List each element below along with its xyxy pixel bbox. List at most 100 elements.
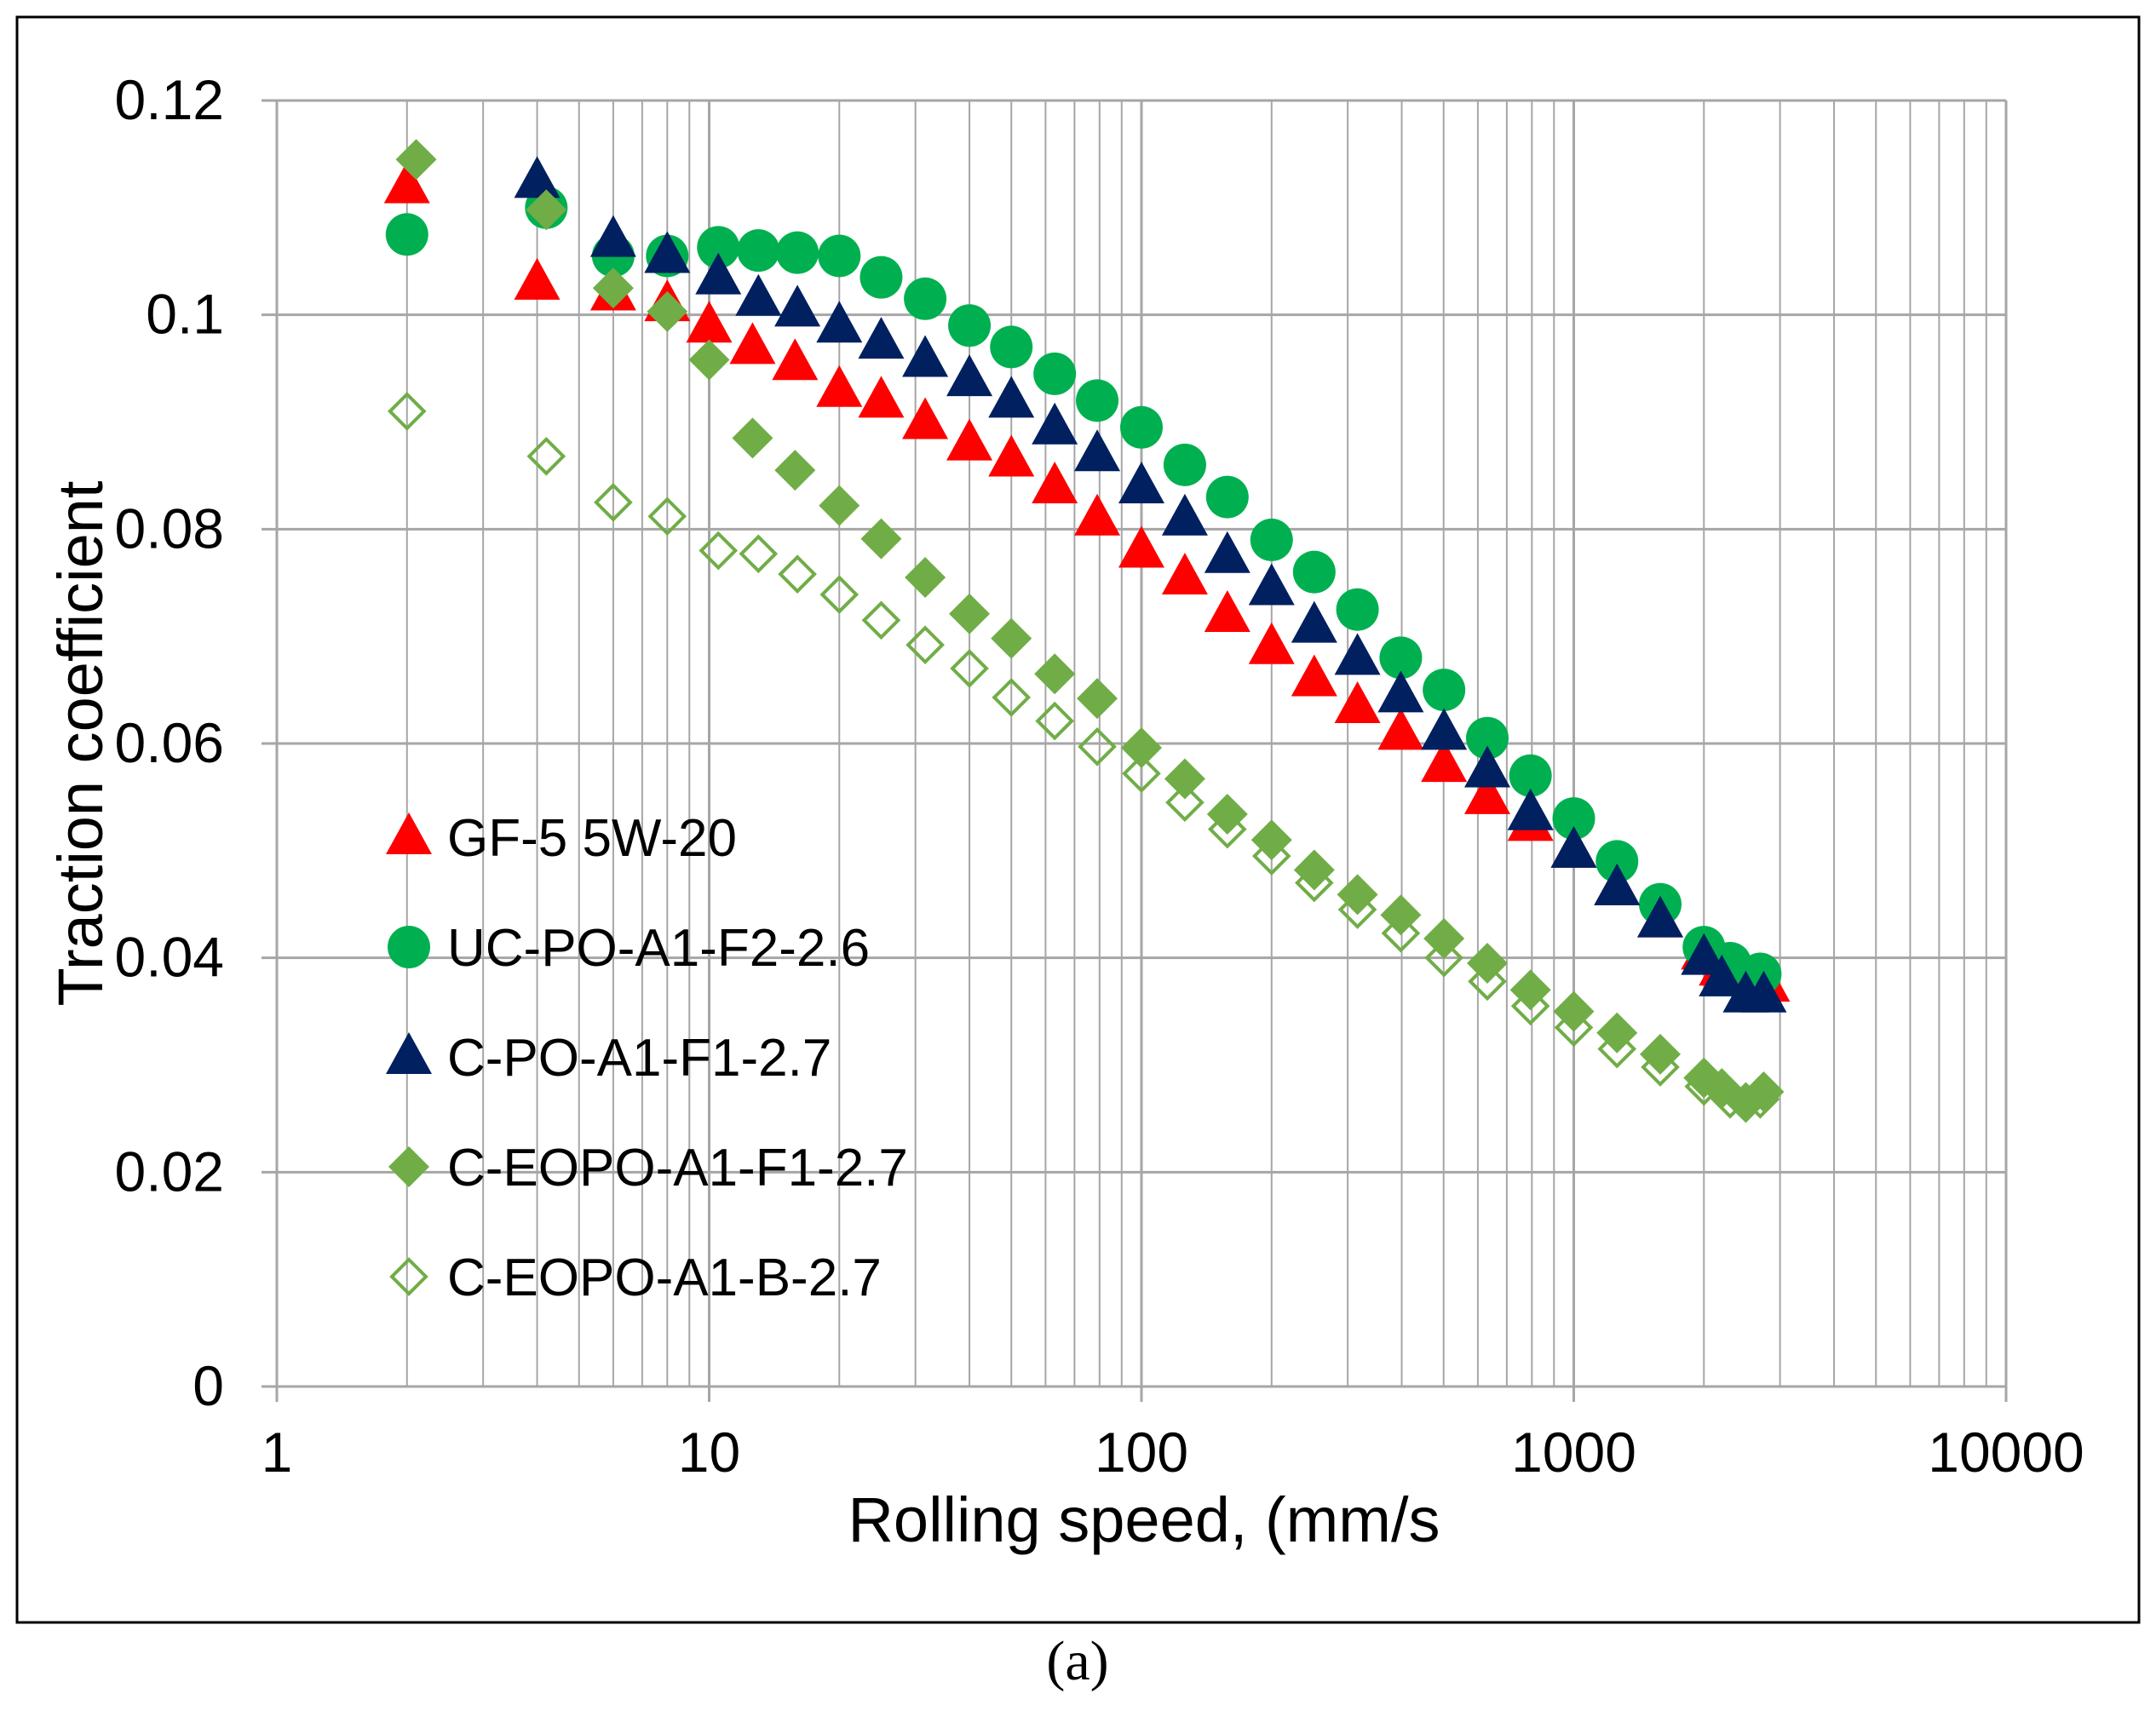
data-point [514, 257, 561, 300]
data-point [1248, 622, 1295, 664]
data-point [1121, 727, 1162, 769]
data-point [858, 317, 905, 359]
y-tick-label: 0.04 [115, 926, 224, 989]
legend-label: GF-5 5W-20 [447, 809, 737, 868]
data-point [860, 256, 903, 299]
data-point [778, 554, 817, 594]
data-point [1334, 680, 1381, 723]
data-point [1292, 550, 1336, 594]
x-tick-label: 10 [678, 1421, 740, 1484]
data-point [1380, 894, 1422, 936]
data-point [647, 290, 688, 332]
data-point [1078, 726, 1117, 767]
data-point [1509, 969, 1551, 1011]
data-point [905, 556, 946, 598]
data-point [1034, 653, 1076, 695]
data-point [992, 678, 1032, 717]
data-point [1510, 986, 1550, 1026]
data-point [735, 273, 782, 316]
data-point [1251, 836, 1291, 876]
data-point [1204, 590, 1250, 632]
data-point [1122, 754, 1161, 794]
data-point [1291, 654, 1337, 697]
data-point [1423, 669, 1466, 712]
y-tick-label: 0.1 [146, 283, 224, 346]
legend-entry: GF-5 5W-20 [386, 809, 737, 868]
data-point [1035, 701, 1074, 741]
data-point [1250, 518, 1293, 561]
data-point [1205, 475, 1249, 519]
data-point [1554, 1008, 1594, 1048]
data-point [526, 436, 566, 476]
data-point [774, 450, 816, 491]
data-point [1293, 849, 1335, 891]
data-point [594, 483, 633, 522]
data-point [1165, 783, 1204, 823]
data-point [1467, 942, 1509, 984]
data-point [514, 156, 561, 198]
data-point [383, 161, 430, 204]
data-point [647, 497, 687, 537]
data-point [1161, 493, 1208, 536]
data-point [858, 376, 905, 418]
y-tick-label: 0.08 [115, 497, 224, 560]
data-point [688, 339, 730, 381]
data-point [1379, 636, 1423, 680]
data-point [990, 325, 1033, 369]
data-point [991, 617, 1032, 659]
data-point [1421, 708, 1468, 750]
data-point [1553, 990, 1595, 1032]
legend-marker [386, 812, 432, 854]
data-point [906, 625, 945, 665]
data-point [816, 365, 863, 407]
data-point [818, 234, 861, 278]
data-point [1381, 913, 1421, 953]
x-axis-title: Rolling speed, (mm/s [848, 1484, 1440, 1555]
data-point [1377, 708, 1424, 750]
data-point [387, 392, 427, 431]
data-point [1507, 788, 1554, 830]
data-point [1377, 670, 1424, 713]
data-point [1337, 890, 1377, 929]
data-point [1032, 462, 1078, 503]
data-point [946, 418, 993, 461]
data-point [904, 277, 947, 320]
data-point [948, 304, 992, 347]
data-point [1291, 600, 1337, 643]
data-point [1421, 740, 1468, 783]
legend-marker [388, 1146, 429, 1187]
data-point [697, 226, 740, 269]
data-point [1077, 678, 1118, 720]
data-point [1120, 405, 1163, 449]
data-point [739, 534, 779, 574]
data-point [772, 338, 819, 381]
data-point [776, 231, 819, 274]
legend-marker [388, 926, 430, 968]
legend-label: UC-PO-A1-F2-2.6 [447, 919, 870, 978]
data-point [1032, 402, 1078, 445]
data-point [1594, 863, 1641, 905]
data-point [737, 229, 780, 273]
data-point [1699, 954, 1745, 996]
data-point [1204, 531, 1250, 573]
data-point [1248, 563, 1295, 606]
y-axis-title: Traction coefficient [45, 480, 116, 1006]
legend-entry: C-EOPO-A1-B-2.7 [389, 1249, 882, 1307]
legend-label: C-EOPO-A1-B-2.7 [447, 1249, 882, 1307]
data-point [1206, 794, 1248, 835]
data-point [1336, 588, 1379, 631]
data-point [1464, 772, 1511, 814]
data-point [1468, 962, 1507, 1002]
data-point [861, 600, 901, 640]
data-point [395, 139, 437, 181]
data-point [774, 284, 821, 327]
figure-frame [15, 15, 2141, 1624]
data-point [589, 215, 636, 257]
data-point [819, 575, 860, 614]
series-2 [514, 156, 1787, 1013]
data-point [644, 231, 691, 273]
data-point [1466, 716, 1509, 760]
data-point [1163, 443, 1206, 486]
data-point [946, 354, 993, 397]
